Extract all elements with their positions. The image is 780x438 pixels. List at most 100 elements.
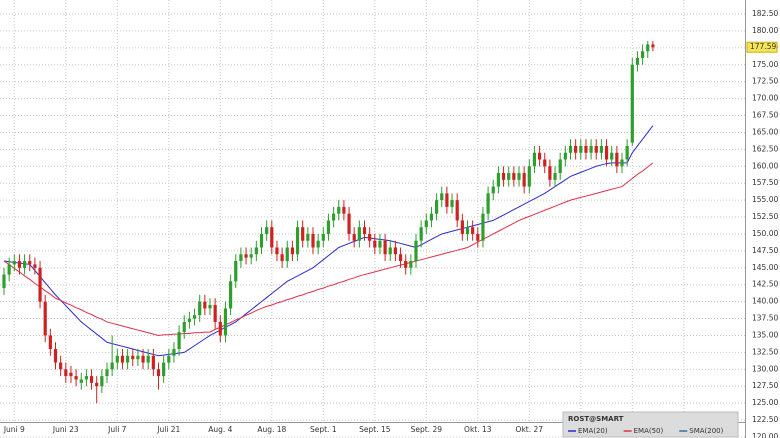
candle-body [316, 240, 320, 248]
candle-body [229, 281, 233, 309]
y-tick-label: 155.00 [752, 195, 778, 204]
x-tick-label: Juli 7 [107, 425, 127, 434]
candle-body [192, 315, 197, 319]
candle-body [337, 206, 341, 214]
candle-body [388, 247, 392, 255]
candle-body [476, 233, 480, 241]
y-tick-label: 125.00 [752, 398, 778, 407]
candle-body [64, 369, 68, 377]
legend-box [562, 411, 739, 438]
candle-body [295, 227, 300, 255]
candle-body [486, 193, 490, 214]
candle-body [280, 254, 284, 262]
candle-body [471, 227, 475, 234]
candle-body [635, 57, 640, 65]
candle-body [203, 301, 207, 309]
candle-body [620, 159, 624, 167]
candle-body [362, 227, 367, 234]
candle-body [440, 193, 444, 201]
candle-body [357, 227, 361, 241]
x-tick-label: Juni 23 [52, 425, 79, 434]
candle-body [301, 227, 305, 241]
candle-body [646, 44, 650, 52]
candle-body [465, 227, 470, 234]
y-tick-label: 132.50 [752, 347, 778, 356]
candle-body [249, 254, 253, 258]
candle-body [33, 264, 37, 268]
candle-body [285, 247, 289, 262]
candle-body [59, 362, 63, 370]
candle-body [69, 372, 73, 377]
candle-body [311, 233, 315, 248]
y-tick-label: 145.00 [752, 263, 778, 272]
candle-body [254, 247, 258, 255]
candle-body [429, 213, 434, 221]
candle-body [594, 145, 598, 153]
candle-body [352, 233, 356, 241]
candle-body [414, 240, 418, 262]
candle-body [507, 173, 511, 180]
candle-body [615, 152, 619, 167]
candle-body [347, 213, 351, 234]
x-tick-label: Sept. 1 [310, 425, 337, 434]
candle-body [223, 308, 228, 336]
legend-title: ROST@SMART [568, 415, 624, 423]
candle-body [579, 145, 583, 153]
candle-body [445, 193, 449, 207]
candle-body [558, 159, 562, 174]
candle-body [213, 305, 217, 322]
grid [0, 0, 745, 438]
candle-body [162, 362, 166, 377]
candle-body [177, 332, 181, 350]
candle-body [517, 173, 521, 180]
candle-body [48, 335, 52, 350]
candle-body [275, 247, 279, 255]
candle-body [43, 301, 47, 336]
candle-body [265, 227, 269, 234]
candles [2, 41, 655, 404]
y-tick-label: 160.00 [752, 161, 778, 170]
plot-area [0, 0, 745, 438]
candle-body [398, 254, 403, 262]
candle-body [198, 301, 202, 316]
y-tick-label: 172.50 [752, 77, 778, 86]
candle-body [589, 145, 593, 153]
candle-body [23, 261, 27, 268]
candle-body [543, 159, 547, 167]
y-tick-label: 162.50 [752, 144, 778, 153]
candle-body [100, 376, 104, 387]
y-tick-label: 122.50 [752, 415, 778, 424]
candle-body [527, 166, 531, 187]
y-tick-label: 140.00 [752, 297, 778, 306]
candle-body [28, 261, 32, 265]
candle-body [584, 145, 588, 153]
candle-body [501, 173, 506, 180]
candle-body [393, 247, 397, 255]
candle-body [239, 254, 243, 262]
candle-body [419, 227, 423, 241]
candle-body [383, 240, 387, 255]
candle-body [321, 233, 325, 241]
legend: ROST@SMART EMA(20) EMA(50) SMA(200) [562, 411, 739, 438]
candle-body [332, 213, 336, 221]
legend-label: SMA(200) [689, 427, 723, 435]
y-tick-label: 135.00 [752, 330, 778, 339]
candle-body [182, 321, 186, 333]
candle-body [259, 233, 264, 248]
y-tick-label: 180.00 [752, 26, 778, 35]
candle-body [167, 355, 171, 363]
candle-body [568, 145, 573, 153]
candle-body [548, 166, 552, 180]
y-tick-label: 157.50 [752, 178, 778, 187]
candle-body [512, 173, 516, 180]
y-tick-label: 130.00 [752, 364, 778, 373]
candle-body [373, 240, 377, 248]
candle-body [610, 152, 614, 160]
candle-body [538, 152, 542, 160]
candle-body [496, 173, 500, 187]
candle-body [532, 152, 537, 167]
y-tick-label: 147.50 [752, 246, 778, 255]
candle-body [17, 261, 22, 268]
candle-body [38, 267, 42, 302]
x-tick-label: Sept. 15 [359, 425, 391, 434]
